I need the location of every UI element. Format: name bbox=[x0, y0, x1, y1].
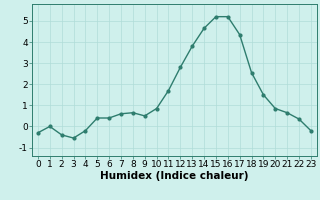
X-axis label: Humidex (Indice chaleur): Humidex (Indice chaleur) bbox=[100, 171, 249, 181]
